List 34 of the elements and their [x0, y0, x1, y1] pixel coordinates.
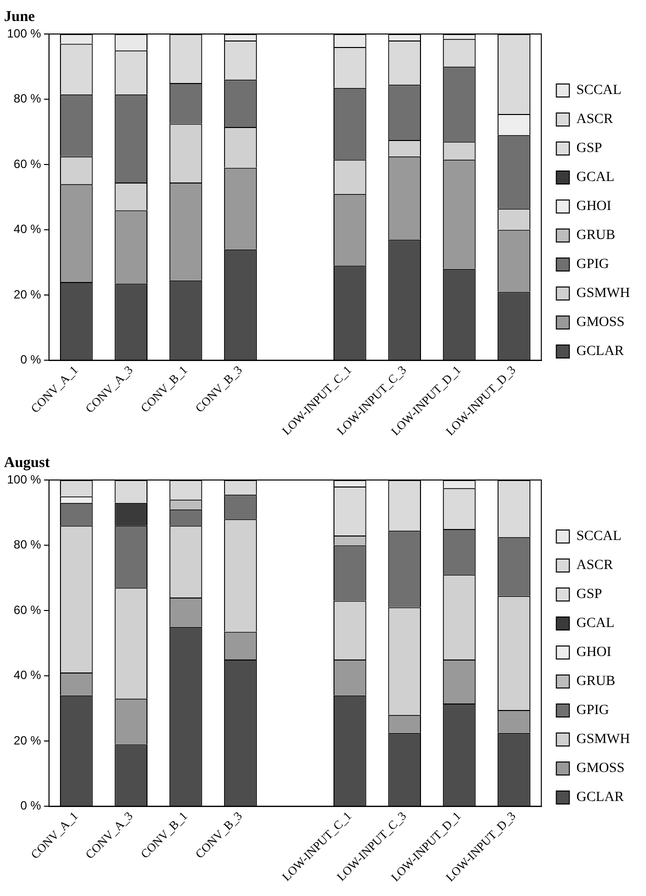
- legend-label: GCAL: [576, 616, 614, 632]
- y-tick-label: 100 %: [6, 26, 42, 40]
- chart-title: June: [4, 8, 36, 25]
- legend-label: GMOSS: [576, 315, 625, 330]
- legend-label: GSP: [576, 587, 602, 602]
- y-tick-label: 40 %: [14, 222, 42, 236]
- legend-label: ASCR: [576, 558, 614, 574]
- legend-label: GSP: [576, 141, 602, 156]
- y-tick-label: 80 %: [14, 538, 42, 552]
- y-tick-label: 20 %: [14, 287, 42, 302]
- legend-label: GPIG: [576, 257, 610, 272]
- legend-label: GCLAR: [576, 790, 624, 806]
- y-tick-label: 60 %: [14, 602, 42, 617]
- legend-label: GCLAR: [576, 344, 624, 360]
- legend-label: GHOI: [576, 645, 612, 660]
- chart-title: August: [4, 454, 50, 471]
- y-tick-label: 100 %: [6, 472, 42, 486]
- y-tick-label: 80 %: [14, 92, 42, 106]
- legend-label: SCCAL: [576, 529, 622, 544]
- legend-label: GSMWH: [576, 732, 630, 748]
- legend-label: ASCR: [576, 112, 614, 128]
- legend-label: GSMWH: [576, 286, 630, 302]
- y-tick-label: 20 %: [14, 733, 42, 748]
- y-tick-label: 0 %: [20, 798, 42, 813]
- legend-label: GRUB: [576, 674, 616, 690]
- legend-label: GRUB: [576, 228, 616, 244]
- legend-label: GHOI: [576, 199, 612, 214]
- y-tick-label: 0 %: [20, 352, 42, 367]
- y-tick-label: 60 %: [14, 156, 42, 171]
- legend-label: SCCAL: [576, 83, 622, 98]
- y-tick-label: 40 %: [14, 668, 42, 682]
- legend-label: GMOSS: [576, 761, 625, 776]
- legend-label: GCAL: [576, 170, 614, 186]
- legend-label: GPIG: [576, 703, 610, 718]
